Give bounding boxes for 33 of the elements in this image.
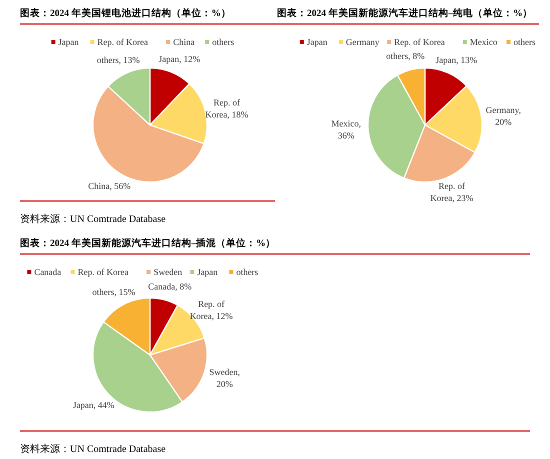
text: 资料来源：UN Comtrade Database [20,213,166,225]
legend-label: others [236,267,259,277]
legend-label: Mexico [470,37,498,47]
legend-label: Rep. of Korea [394,37,445,47]
legend-label: China [173,37,195,47]
data-label: Sweden, 20% [209,367,240,390]
text: 资料来源：UN Comtrade Database [20,443,166,455]
data-label: Rep. of Korea, 12% [190,299,234,322]
legend-label: Japan [306,37,328,47]
data-label: others, 15% [92,286,136,297]
data-label: Rep. of Korea, 18% [205,97,249,120]
data-label: Mexico, 36% [331,118,362,140]
data-label: Rep. of Korea, 23% [430,180,474,203]
legend-label: others [212,37,235,47]
legend-label: Japan [197,267,218,277]
data-label: China, 56% [88,180,132,191]
data-label: others, 13% [96,54,140,65]
chart-title: 图表：2024 年美国锂电池进口结构（单位：%） [20,7,231,19]
legend-label: Sweden [154,267,183,277]
legend-label: others [514,37,536,47]
data-label: Japan, 44% [72,400,115,410]
legend-label: Rep. of Korea [78,267,129,277]
data-label: Germany, 20% [486,105,521,128]
data-label: Japan, 12% [158,54,201,64]
legend-label: Japan [58,37,80,47]
data-label: others, 8% [386,51,426,62]
data-label: Canada, 8% [148,281,192,292]
chart-title: 图表：2024 年美国新能源汽车进口结构–插混（单位：%） [20,237,276,249]
chart-title: 图表：2024 年美国新能源汽车进口结构–纯电（单位：%） [277,7,533,19]
legend-label: Rep. of Korea [97,37,148,47]
data-label: Japan, 13% [436,54,478,65]
legend-label: Canada [34,267,62,277]
legend-label: Germany [346,37,380,47]
